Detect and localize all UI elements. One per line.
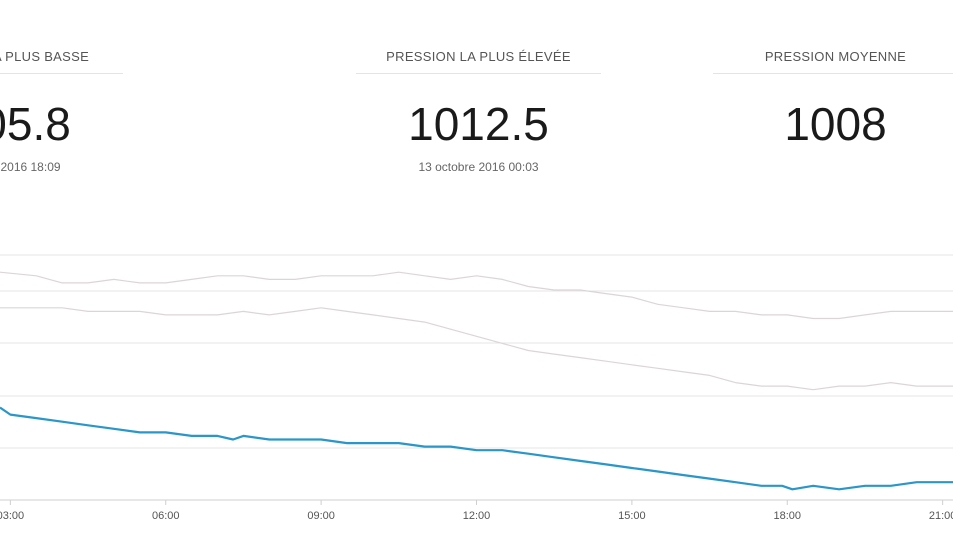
x-tick-label: 06:00	[152, 510, 180, 522]
stat-highest-value: 1012.5	[408, 98, 549, 150]
chart-grid	[0, 254, 953, 501]
x-tick-label: 18:00	[773, 510, 801, 522]
x-tick-label: 09:00	[307, 510, 335, 522]
series-line-ref-low	[0, 307, 953, 391]
stat-highest-label: PRESSION LA PLUS ÉLEVÉE	[386, 49, 571, 64]
chart-x-axis: 03:00 06:00 09:00 12:00 15:00 18:00 21:00	[0, 500, 953, 522]
stat-lowest-pressure: PRESSION LA PLUS BASSE 1005.8 13 octobre…	[0, 0, 123, 190]
pressure-line-chart: 03:00 06:00 09:00 12:00 15:00 18:00 21:00	[0, 254, 953, 522]
x-tick-label: 15:00	[618, 510, 646, 522]
stat-lowest-value: 1005.8	[0, 98, 71, 150]
x-tick-label: 03:00	[0, 510, 24, 522]
stat-lowest-divider	[0, 73, 123, 74]
x-tick-label: 21:00	[929, 510, 953, 522]
stat-average-divider	[713, 73, 953, 74]
series-line-current	[0, 406, 953, 491]
chart-series	[0, 271, 953, 491]
stat-average-value: 1008	[784, 98, 887, 150]
stat-highest-divider	[356, 73, 601, 74]
stat-lowest-date: 13 octobre 2016 18:09	[0, 160, 61, 174]
series-line-ref-high	[0, 271, 953, 320]
stat-average-pressure: PRESSION MOYENNE 1008	[713, 0, 953, 190]
stat-average-label: PRESSION MOYENNE	[764, 49, 907, 64]
stat-highest-pressure: PRESSION LA PLUS ÉLEVÉE 1012.5 13 octobr…	[356, 0, 601, 190]
x-tick-label: 12:00	[463, 510, 491, 522]
stat-highest-date: 13 octobre 2016 00:03	[418, 160, 539, 174]
stat-lowest-label: PRESSION LA PLUS BASSE	[0, 49, 90, 64]
